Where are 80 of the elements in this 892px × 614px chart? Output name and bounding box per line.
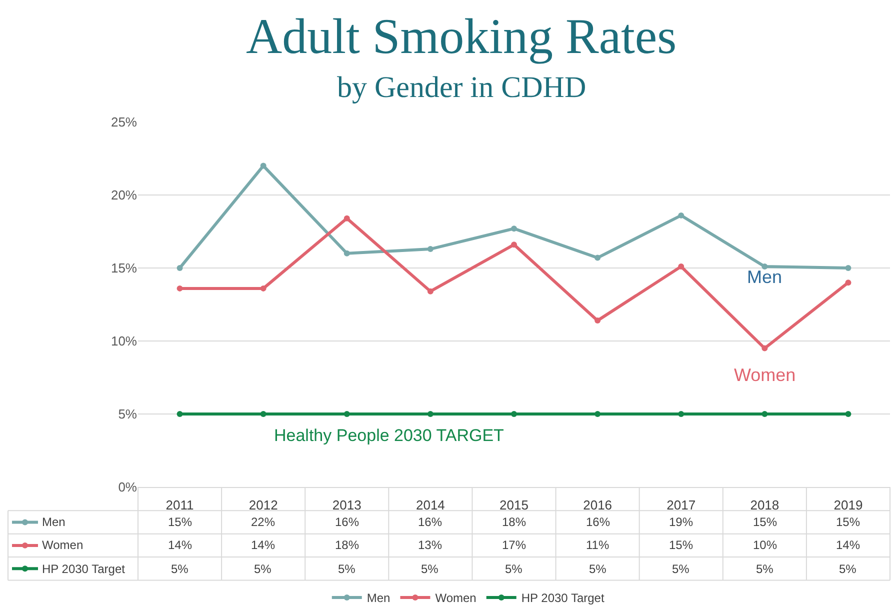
data-label: 5% [338,562,356,576]
data-label: 5% [756,562,774,576]
data-label: 5% [839,562,857,576]
point [511,411,517,417]
annotation: Men [747,267,782,287]
x-tick-label: 2013 [332,498,362,513]
annotation: Healthy People 2030 TARGET [274,426,504,445]
data-label: 16% [335,515,360,529]
x-tick-label: 2015 [500,498,528,513]
point [344,215,350,222]
data-label: 18% [335,538,360,552]
point [594,411,601,417]
x-tick-label: 2014 [416,498,445,513]
point [344,411,350,417]
point [344,250,350,256]
point [176,285,183,292]
point [427,246,434,252]
x-tick-label: 2018 [750,498,780,513]
y-tick-label: 20% [110,188,138,203]
text: Women [435,591,476,606]
x-tick-label: 2011 [166,498,194,513]
annotation: Women [734,365,796,385]
legend-label: Women [42,538,84,552]
point [845,411,852,417]
text: Men [366,591,390,606]
point [427,411,434,417]
data-label: 16% [418,515,442,529]
data-label: 5% [421,562,439,576]
data-label: 5% [672,562,690,576]
x-tick-label: 2017 [666,498,696,513]
data-label: 17% [502,538,526,552]
point [678,212,684,218]
y-tick-label: 5% [118,406,138,422]
data-label: 15% [168,515,192,529]
data-label: 14% [168,538,192,552]
x-tick-label: 2016 [583,498,612,513]
data-label: 22% [251,515,276,529]
point [260,162,266,169]
data-label: 15% [669,538,694,552]
data-label: 15% [753,515,778,529]
data-label: 13% [418,538,442,552]
point [845,280,852,286]
point [845,265,852,271]
legend-label: Men [42,515,66,529]
data-label: 19% [669,515,694,529]
point [260,411,266,417]
y-tick-label: 15% [110,260,138,276]
point [511,242,517,248]
data-label: 14% [836,538,860,552]
data-label: 15% [836,515,860,529]
data-label: 11% [586,538,610,552]
data-label: 16% [586,515,610,529]
point [260,285,266,292]
x-tick-label: 2012 [248,498,278,513]
data-label: 18% [502,515,526,529]
data-label: 5% [254,562,272,576]
data-label: 5% [505,562,523,576]
chart-subtitle: by Gender in CDHD [337,71,586,104]
y-tick-label: 25% [110,114,138,130]
point [762,345,768,352]
point [176,411,183,417]
data-label: 5% [589,562,607,576]
point [511,226,517,232]
point [762,411,768,417]
point [427,288,434,294]
point [678,411,684,417]
y-tick-label: 0% [118,480,138,495]
point [594,254,601,261]
point [594,318,601,324]
point [176,265,183,271]
legend-label: HP 2030 Target [42,562,126,576]
point [762,264,768,270]
text: HP 2030 Target [521,591,604,606]
x-tick-label: 2019 [834,498,863,513]
point [678,264,684,270]
y-tick-label: 10% [110,334,138,349]
data-label: 14% [251,538,276,552]
data-label: 5% [171,562,189,576]
chart-title: Adult Smoking Rates [246,8,677,64]
data-label: 10% [753,538,778,552]
